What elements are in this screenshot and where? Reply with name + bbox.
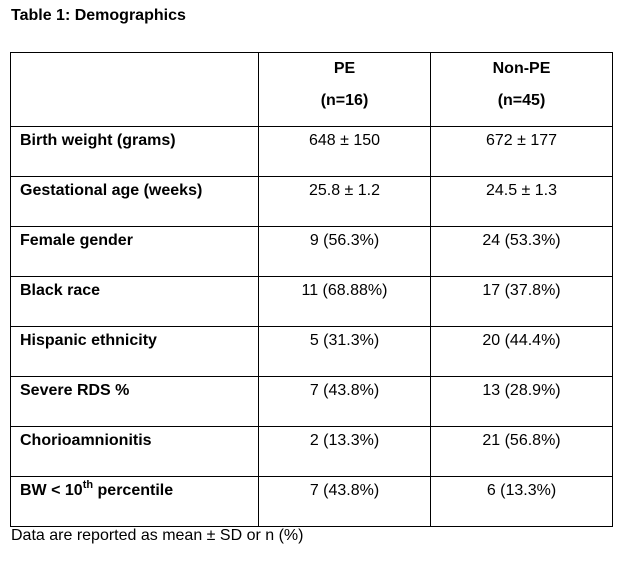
- row-label-suffix: percentile: [93, 482, 174, 499]
- row-label-main: BW < 10: [20, 482, 83, 499]
- row-label: Black race: [10, 276, 259, 327]
- non-pe-value: 24.5 ± 1.3: [430, 176, 613, 227]
- pe-value: 648 ± 150: [258, 126, 431, 177]
- header-pe: PE (n=16): [258, 52, 431, 127]
- table-row: Chorioamnionitis 2 (13.3%) 21 (56.8%): [10, 426, 613, 477]
- non-pe-value: 13 (28.9%): [430, 376, 613, 427]
- row-label-superscript: th: [82, 478, 94, 491]
- table-row: Female gender 9 (56.3%) 24 (53.3%): [10, 226, 613, 277]
- pe-value: 11 (68.88%): [258, 276, 431, 327]
- pe-value: 7 (43.8%): [258, 376, 431, 427]
- header-non-pe: Non-PE (n=45): [430, 52, 613, 127]
- pe-value: 2 (13.3%): [258, 426, 431, 477]
- non-pe-value: 6 (13.3%): [430, 476, 613, 527]
- non-pe-value: 17 (37.8%): [430, 276, 613, 327]
- row-label: Birth weight (grams): [10, 126, 259, 177]
- table-row: Black race 11 (68.88%) 17 (37.8%): [10, 276, 613, 327]
- header-non-pe-count: (n=45): [497, 92, 546, 109]
- row-label: Gestational age (weeks): [10, 176, 259, 227]
- table-title: Table 1: Demographics: [11, 7, 186, 24]
- pe-value: 7 (43.8%): [258, 476, 431, 527]
- header-empty-cell: [10, 52, 259, 127]
- row-label: Severe RDS %: [10, 376, 259, 427]
- non-pe-value: 24 (53.3%): [430, 226, 613, 277]
- table-header-row: PE (n=16) Non-PE (n=45): [10, 52, 613, 127]
- table-row: Gestational age (weeks) 25.8 ± 1.2 24.5 …: [10, 176, 613, 227]
- row-label: Chorioamnionitis: [10, 426, 259, 477]
- non-pe-value: 20 (44.4%): [430, 326, 613, 377]
- header-pe-count: (n=16): [320, 92, 369, 109]
- table-row: Birth weight (grams) 648 ± 150 672 ± 177: [10, 126, 613, 177]
- table-row: Severe RDS % 7 (43.8%) 13 (28.9%): [10, 376, 613, 427]
- pe-value: 25.8 ± 1.2: [258, 176, 431, 227]
- table-footnote: Data are reported as mean ± SD or n (%): [11, 527, 304, 544]
- table-row: BW < 10th percentile 7 (43.8%) 6 (13.3%): [10, 476, 613, 527]
- row-label: BW < 10th percentile: [10, 476, 259, 527]
- header-non-pe-label: Non-PE: [492, 60, 551, 77]
- pe-value: 9 (56.3%): [258, 226, 431, 277]
- table-row: Hispanic ethnicity 5 (31.3%) 20 (44.4%): [10, 326, 613, 377]
- row-label: Hispanic ethnicity: [10, 326, 259, 377]
- header-pe-label: PE: [333, 60, 356, 77]
- non-pe-value: 21 (56.8%): [430, 426, 613, 477]
- non-pe-value: 672 ± 177: [430, 126, 613, 177]
- pe-value: 5 (31.3%): [258, 326, 431, 377]
- demographics-table: PE (n=16) Non-PE (n=45) Birth weight (gr…: [10, 52, 613, 527]
- row-label: Female gender: [10, 226, 259, 277]
